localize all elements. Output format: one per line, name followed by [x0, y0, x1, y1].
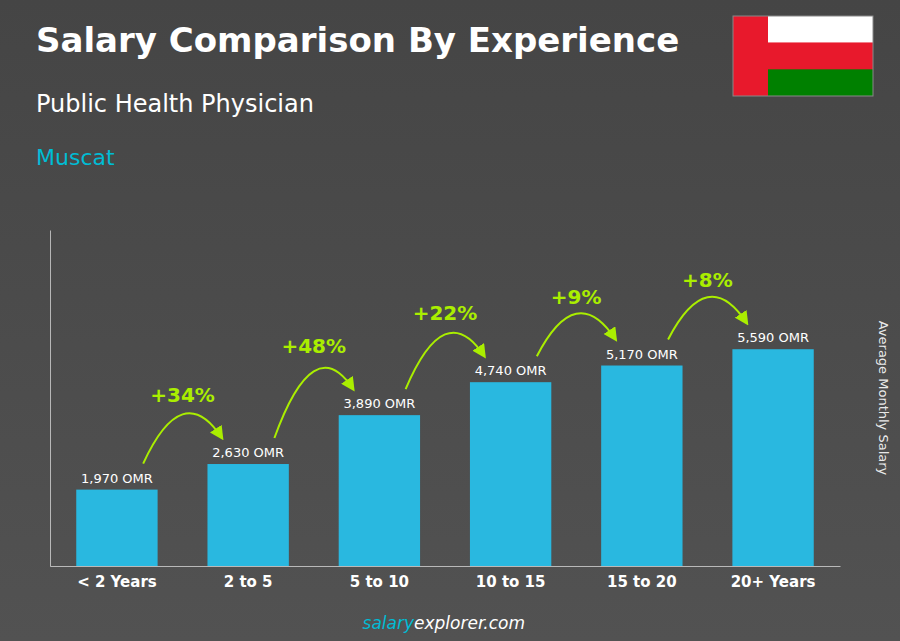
x-tick-label: 5 to 10	[350, 573, 409, 591]
bars	[76, 349, 814, 566]
change-label: +34%	[150, 383, 215, 407]
data-label: 2,630 OMR	[212, 445, 284, 460]
y-axis-title: Average Monthly Salary	[876, 321, 891, 476]
flag-red	[733, 16, 873, 96]
bar	[207, 464, 288, 566]
change-arrow	[668, 297, 747, 340]
x-tick-label: 10 to 15	[476, 573, 546, 591]
x-axis-line	[51, 566, 841, 567]
change-label: +22%	[413, 301, 478, 325]
data-label: 5,170 OMR	[606, 347, 678, 362]
change-arrow	[406, 333, 485, 389]
background	[0, 0, 900, 641]
data-label: 4,740 OMR	[475, 363, 547, 378]
y-axis-line	[50, 231, 51, 567]
change-label: +48%	[281, 334, 346, 358]
change-arrow	[537, 313, 616, 356]
x-tick-label: 2 to 5	[224, 573, 273, 591]
x-tick: < 2 Years	[77, 566, 157, 591]
x-axis: < 2 Years 2 to 5 5 to 10 10 to 15 15 to 20 20…	[51, 566, 841, 591]
title: Salary Comparison By Experience	[36, 20, 679, 60]
data-labels: 1,970 OMR 2,630 OMR 3,890 OMR 4,740 OMR 5,17…	[81, 330, 809, 485]
bar	[76, 490, 157, 566]
flag-border	[733, 16, 873, 96]
change-label: +8%	[682, 268, 733, 292]
data-label: 5,590 OMR	[737, 330, 809, 345]
subtitle: Public Health Physician	[36, 90, 314, 118]
flag	[733, 16, 873, 96]
change-annotations: +34% +48% +22% +9% +8%	[143, 268, 747, 463]
bar	[339, 415, 420, 566]
x-tick-label: 15 to 20	[607, 573, 677, 591]
change-arrow	[143, 413, 222, 463]
bar	[470, 382, 551, 566]
plot: < 2 Years 2 to 5 5 to 10 10 to 15 15 to 20 20…	[51, 231, 841, 591]
data-label: 1,970 OMR	[81, 471, 153, 486]
change-label: +9%	[551, 285, 602, 309]
x-tick-label: < 2 Years	[77, 573, 157, 591]
footer-salary: salary	[363, 613, 415, 633]
data-label: 3,890 OMR	[343, 396, 415, 411]
bar	[732, 349, 813, 566]
bar	[601, 366, 682, 566]
footer-part: .com	[483, 613, 525, 633]
flag-green	[768, 69, 873, 96]
x-tick: 15 to 20	[607, 566, 677, 591]
x-tick: 10 to 15	[476, 566, 546, 591]
x-tick: 2 to 5	[224, 566, 273, 591]
change-arrow	[274, 368, 353, 438]
x-tick: 5 to 10	[350, 566, 409, 591]
flag-white	[768, 16, 873, 43]
flag-red-stripe	[768, 43, 873, 70]
chart-svg: Salary Comparison By Experience Public He…	[0, 0, 900, 641]
footer-site: explorer.com	[414, 613, 525, 633]
y-axis	[50, 231, 51, 567]
x-tick: 20+ Years	[731, 566, 816, 591]
footer-part: explorer	[414, 613, 486, 633]
city: Muscat	[36, 145, 115, 170]
x-tick-label: 20+ Years	[731, 573, 816, 591]
